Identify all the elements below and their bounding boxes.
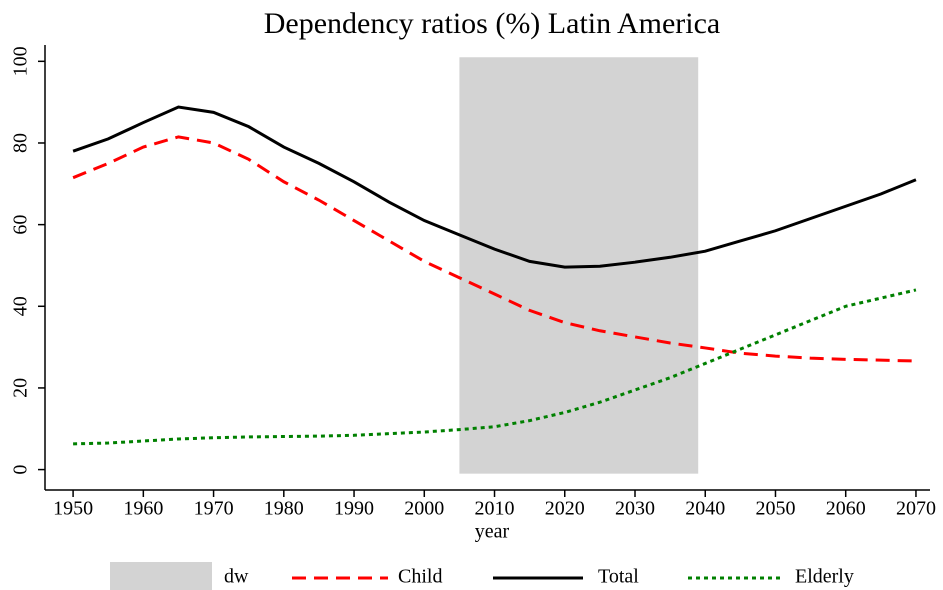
y-tick-label: 80 xyxy=(10,133,32,153)
series-line xyxy=(72,105,917,269)
legend-label: Elderly xyxy=(795,566,854,588)
y-tick-label: 20 xyxy=(10,378,32,398)
x-tick-label: 1970 xyxy=(194,498,234,520)
x-tick-label: 1960 xyxy=(123,498,163,520)
x-tick-label: 2060 xyxy=(826,498,866,520)
x-axis-label: year xyxy=(475,521,510,543)
x-tick-label: 1980 xyxy=(264,498,304,520)
x-tick-label: 2070 xyxy=(896,498,936,520)
legend-label: dw xyxy=(224,566,249,588)
y-tick-label: 100 xyxy=(10,46,32,76)
legend-swatch xyxy=(110,562,212,590)
x-tick-label: 2030 xyxy=(615,498,655,520)
x-tick-label: 1950 xyxy=(53,498,93,520)
x-tick-label: 2050 xyxy=(755,498,795,520)
y-tick-label: 40 xyxy=(10,296,32,316)
y-tick-label: 60 xyxy=(10,215,32,235)
chart-title: Dependency ratios (%) Latin America xyxy=(264,7,720,40)
legend-label: Child xyxy=(398,566,442,588)
y-tick-label: 0 xyxy=(10,465,32,475)
legend-label: Total xyxy=(598,566,639,588)
x-tick-label: 2040 xyxy=(685,498,725,520)
x-tick-label: 2000 xyxy=(404,498,444,520)
x-tick-label: 1990 xyxy=(334,498,374,520)
x-tick-label: 2020 xyxy=(545,498,585,520)
x-tick-label: 2010 xyxy=(475,498,515,520)
series-line xyxy=(72,135,916,363)
